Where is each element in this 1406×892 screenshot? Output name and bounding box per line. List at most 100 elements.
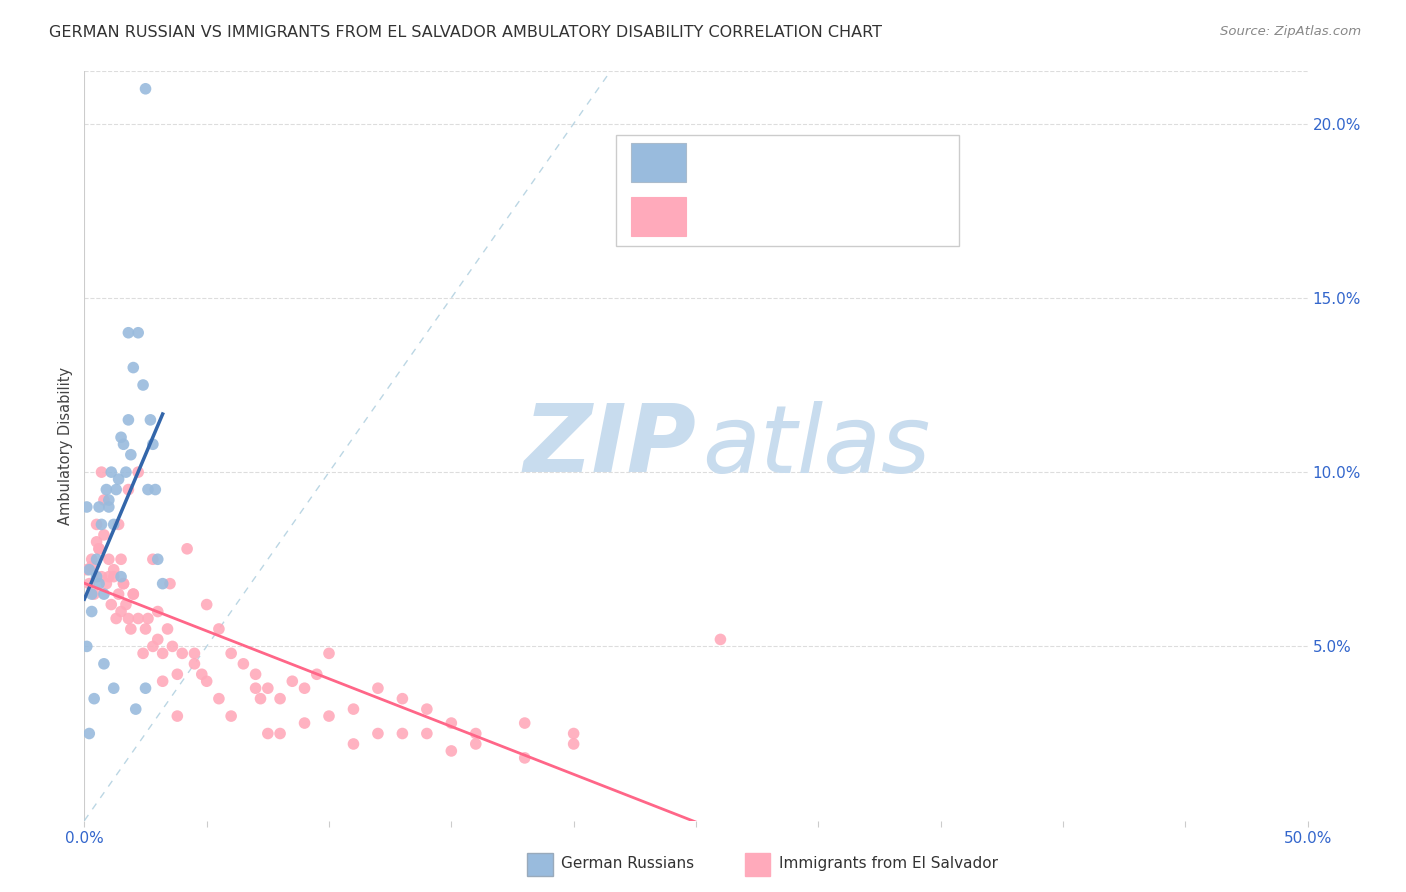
Point bbox=[76, 640, 98, 654]
Point bbox=[107, 517, 129, 532]
Point bbox=[257, 681, 280, 696]
Point bbox=[120, 448, 142, 462]
Point bbox=[115, 465, 138, 479]
Point bbox=[146, 552, 169, 566]
Point bbox=[80, 605, 103, 619]
Point bbox=[117, 326, 139, 340]
Point bbox=[77, 563, 100, 577]
Point bbox=[172, 646, 194, 660]
Point bbox=[97, 570, 120, 584]
Point bbox=[562, 737, 585, 751]
Point bbox=[90, 465, 112, 479]
Point bbox=[117, 413, 139, 427]
Point bbox=[391, 691, 413, 706]
Point bbox=[152, 674, 174, 689]
Point bbox=[208, 622, 231, 636]
Point bbox=[86, 570, 108, 584]
Point bbox=[110, 570, 132, 584]
Point bbox=[122, 360, 145, 375]
Point bbox=[146, 605, 169, 619]
Point bbox=[294, 716, 316, 731]
Point bbox=[80, 552, 103, 566]
Text: R =: R = bbox=[709, 209, 747, 227]
Point bbox=[96, 576, 118, 591]
Y-axis label: Ambulatory Disability: Ambulatory Disability bbox=[58, 367, 73, 525]
Point bbox=[162, 640, 184, 654]
Point bbox=[76, 500, 98, 514]
Point bbox=[86, 534, 108, 549]
Text: N =: N = bbox=[849, 153, 900, 171]
Point bbox=[562, 726, 585, 740]
Point bbox=[112, 576, 135, 591]
Point bbox=[115, 598, 138, 612]
Point bbox=[156, 622, 179, 636]
Point bbox=[143, 483, 166, 497]
Point bbox=[97, 552, 120, 566]
Point bbox=[176, 541, 198, 556]
Point bbox=[135, 622, 157, 636]
Point bbox=[100, 465, 122, 479]
Point bbox=[257, 726, 280, 740]
Text: 41: 41 bbox=[922, 153, 945, 171]
Point bbox=[245, 667, 267, 681]
Point bbox=[294, 681, 316, 696]
Point bbox=[142, 552, 165, 566]
Point bbox=[110, 552, 132, 566]
Point bbox=[87, 500, 110, 514]
Point bbox=[122, 587, 145, 601]
Point bbox=[183, 657, 205, 671]
Point bbox=[132, 646, 155, 660]
Text: R =: R = bbox=[709, 153, 747, 171]
Point bbox=[112, 576, 135, 591]
Point bbox=[269, 691, 291, 706]
Point bbox=[146, 632, 169, 647]
Point bbox=[87, 541, 110, 556]
Point bbox=[464, 737, 486, 751]
Point bbox=[136, 611, 159, 625]
Text: 0.395: 0.395 bbox=[769, 153, 821, 171]
Point bbox=[83, 691, 105, 706]
Point bbox=[464, 726, 486, 740]
Point bbox=[112, 437, 135, 451]
Point bbox=[249, 691, 271, 706]
Point bbox=[107, 472, 129, 486]
Point bbox=[117, 611, 139, 625]
Point bbox=[166, 709, 188, 723]
Point bbox=[87, 541, 110, 556]
Point bbox=[77, 576, 100, 591]
Point bbox=[93, 657, 115, 671]
Point bbox=[110, 430, 132, 444]
Point bbox=[76, 563, 98, 577]
Point bbox=[208, 691, 231, 706]
Point bbox=[105, 483, 128, 497]
Point bbox=[159, 576, 181, 591]
Point bbox=[100, 598, 122, 612]
FancyBboxPatch shape bbox=[631, 143, 686, 181]
Text: atlas: atlas bbox=[702, 401, 931, 491]
Point bbox=[103, 681, 125, 696]
Point bbox=[183, 646, 205, 660]
Point bbox=[709, 632, 731, 647]
Text: -0.485: -0.485 bbox=[769, 209, 827, 227]
Text: GERMAN RUSSIAN VS IMMIGRANTS FROM EL SALVADOR AMBULATORY DISABILITY CORRELATION : GERMAN RUSSIAN VS IMMIGRANTS FROM EL SAL… bbox=[49, 25, 882, 40]
Point bbox=[219, 709, 242, 723]
Point bbox=[152, 646, 174, 660]
Point bbox=[127, 465, 149, 479]
Point bbox=[97, 493, 120, 508]
Point bbox=[142, 437, 165, 451]
Point bbox=[391, 726, 413, 740]
Point bbox=[318, 709, 340, 723]
FancyBboxPatch shape bbox=[631, 197, 686, 236]
Point bbox=[107, 587, 129, 601]
Point bbox=[152, 576, 174, 591]
Text: Immigrants from El Salvador: Immigrants from El Salvador bbox=[779, 856, 998, 871]
Point bbox=[135, 82, 157, 96]
Point bbox=[90, 570, 112, 584]
Point bbox=[513, 751, 536, 765]
Point bbox=[232, 657, 254, 671]
Point bbox=[342, 702, 364, 716]
Point bbox=[440, 716, 463, 731]
FancyBboxPatch shape bbox=[616, 135, 959, 246]
Point bbox=[245, 681, 267, 696]
Point bbox=[513, 716, 536, 731]
